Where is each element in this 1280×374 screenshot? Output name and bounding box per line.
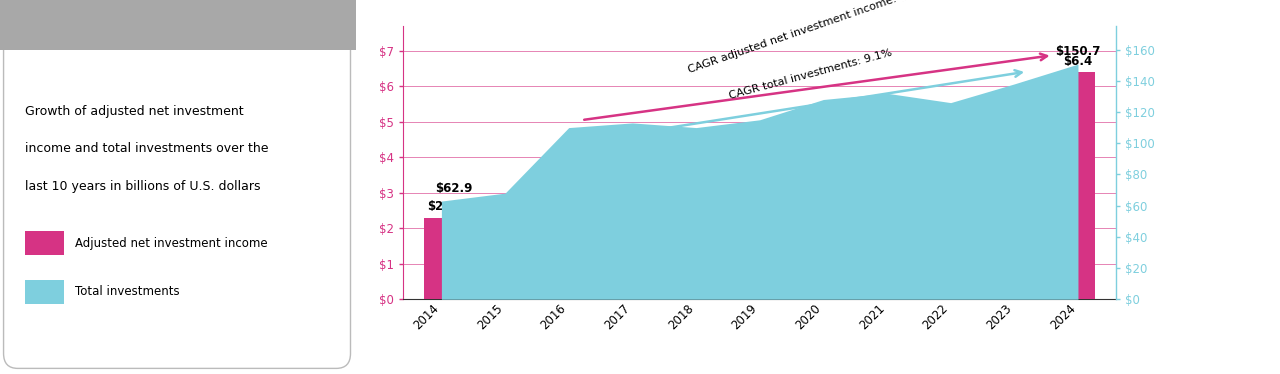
Text: Total investments: Total investments — [74, 285, 179, 298]
Bar — [806, 157, 841, 299]
Text: $6.4: $6.4 — [1064, 55, 1093, 68]
Text: $150.7: $150.7 — [1055, 45, 1101, 58]
Text: last 10 years in billions of U.S. dollars: last 10 years in billions of U.S. dollar… — [24, 180, 260, 193]
Text: CAGR adjusted net investment income: 11.0%: CAGR adjusted net investment income: 11.… — [686, 0, 934, 75]
Text: CAGR total investments: 9.1%: CAGR total investments: 9.1% — [728, 48, 893, 101]
Text: $62.9: $62.9 — [435, 182, 472, 195]
Bar — [869, 150, 905, 299]
Text: Growth of adjusted net investment: Growth of adjusted net investment — [24, 105, 243, 118]
Text: income and total investments over the: income and total investments over the — [24, 142, 269, 155]
Bar — [997, 104, 1032, 299]
Bar — [552, 182, 586, 299]
Text: $2.3: $2.3 — [428, 200, 456, 213]
FancyBboxPatch shape — [24, 231, 64, 255]
Bar — [742, 154, 777, 299]
Bar — [424, 218, 460, 299]
Bar — [678, 161, 713, 299]
Text: Adjusted net investment income: Adjusted net investment income — [74, 237, 268, 249]
Bar — [933, 136, 968, 299]
FancyBboxPatch shape — [0, 0, 356, 50]
Bar — [614, 168, 650, 299]
FancyBboxPatch shape — [24, 280, 64, 304]
Bar — [1060, 72, 1096, 299]
Bar — [488, 218, 522, 299]
